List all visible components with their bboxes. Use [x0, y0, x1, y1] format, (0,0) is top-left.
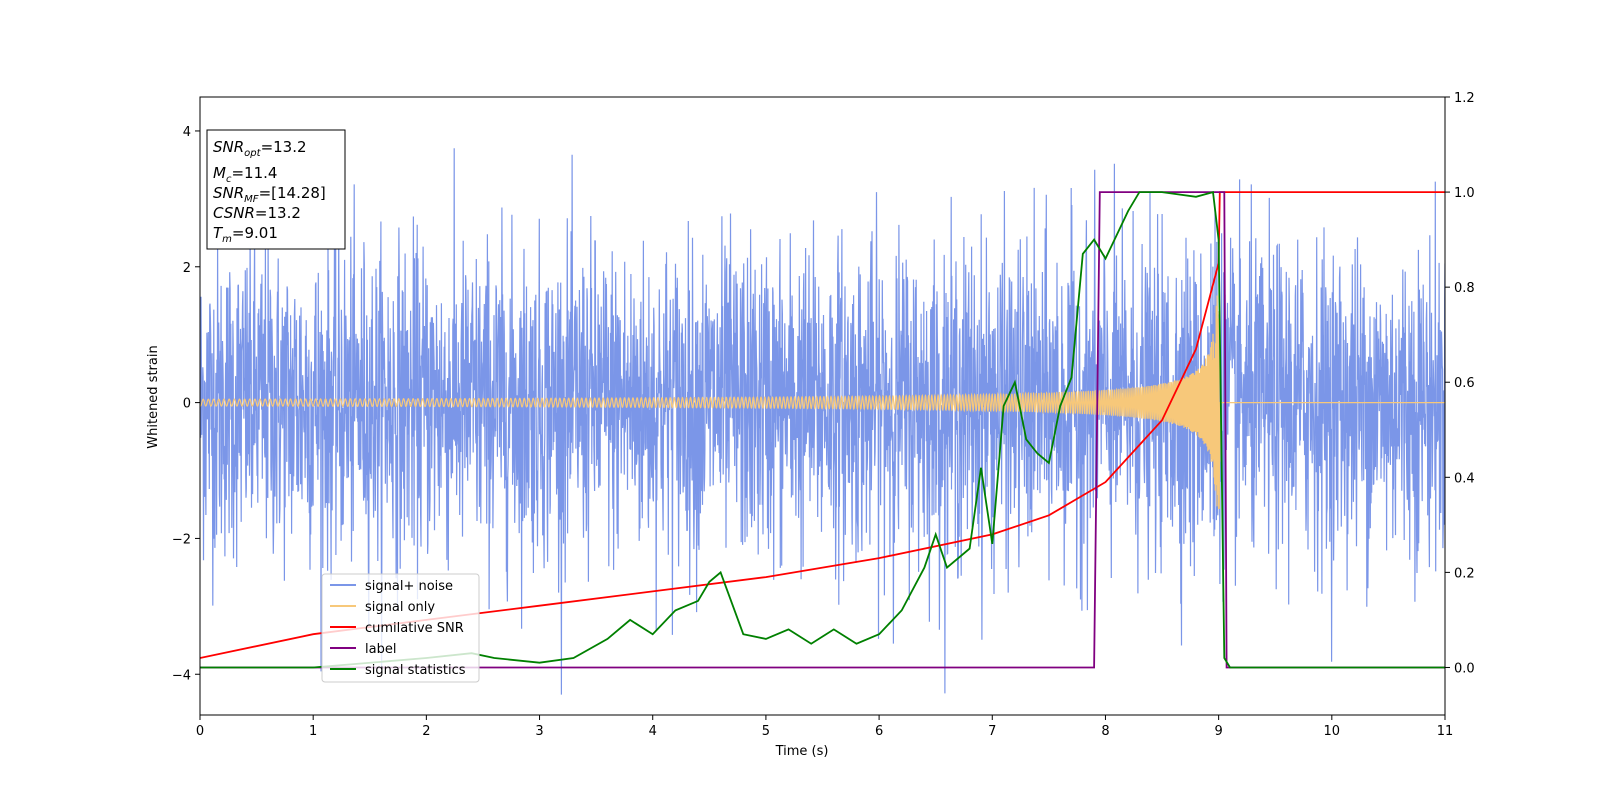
x-tick-label: 1 [309, 724, 317, 739]
axes: 0 1 2 3 4 5 6 7 8 9 10 11 −4 −2 0 2 4 0.0 0.2 0.4 0.6 0.8 1.0 1… [172, 91, 1475, 739]
info-snr-opt: SNRopt=13.2 [213, 138, 307, 159]
x-tick-label: 10 [1324, 724, 1341, 739]
x-tick-label: 6 [875, 724, 883, 739]
series-signal-only [200, 295, 1445, 510]
y-axis-label: Whitened strain [146, 345, 161, 448]
x-tick-label: 7 [988, 724, 996, 739]
info-mc: Mc=11.4 [213, 164, 277, 185]
y-tick-label: −2 [172, 532, 191, 547]
legend-label-label: label [365, 642, 396, 657]
x-tick-label: 9 [1214, 724, 1222, 739]
legend-label-signal-noise: signal+ noise [365, 579, 453, 594]
info-tm: Tm=9.01 [213, 224, 278, 245]
legend: signal+ noise signal only cumilative SNR… [321, 573, 480, 683]
info-csnr: CSNR=13.2 [213, 204, 301, 222]
x-axis-label: Time (s) [775, 744, 829, 759]
y-tick-label: 0 [183, 397, 191, 412]
info-snr-mf: SNRMF=[14.28] [213, 184, 326, 205]
y2-tick-label: 0.2 [1454, 566, 1475, 581]
y2-tick-label: 0.4 [1454, 471, 1475, 486]
y-tick-label: 2 [183, 261, 191, 276]
x-tick-label: 4 [649, 724, 657, 739]
x-tick-label: 2 [422, 724, 430, 739]
y-tick-label: 4 [183, 125, 191, 140]
y2-tick-label: 0.8 [1454, 281, 1475, 296]
x-tick-label: 8 [1101, 724, 1109, 739]
y-tick-label: −4 [172, 668, 191, 683]
x-tick-label: 3 [535, 724, 543, 739]
series-signal-statistics [200, 190, 1445, 669]
series-signal-noise [200, 148, 1445, 695]
y2-tick-label: 1.0 [1454, 186, 1475, 201]
x-tick-label: 5 [762, 724, 770, 739]
y2-tick-label: 0.0 [1454, 661, 1475, 676]
legend-label-signal-statistics: signal statistics [365, 663, 466, 678]
x-tick-label: 11 [1437, 724, 1454, 739]
legend-label-cumulative-snr: cumilative SNR [365, 621, 464, 636]
plot-frame [199, 96, 1446, 716]
x-tick-label: 0 [196, 724, 204, 739]
info-box: SNRopt=13.2 Mc=11.4 SNRMF=[14.28] CSNR=1… [206, 129, 346, 250]
y2-tick-label: 0.6 [1454, 376, 1475, 391]
legend-label-signal-only: signal only [365, 600, 435, 615]
y2-tick-label: 1.2 [1454, 91, 1475, 106]
